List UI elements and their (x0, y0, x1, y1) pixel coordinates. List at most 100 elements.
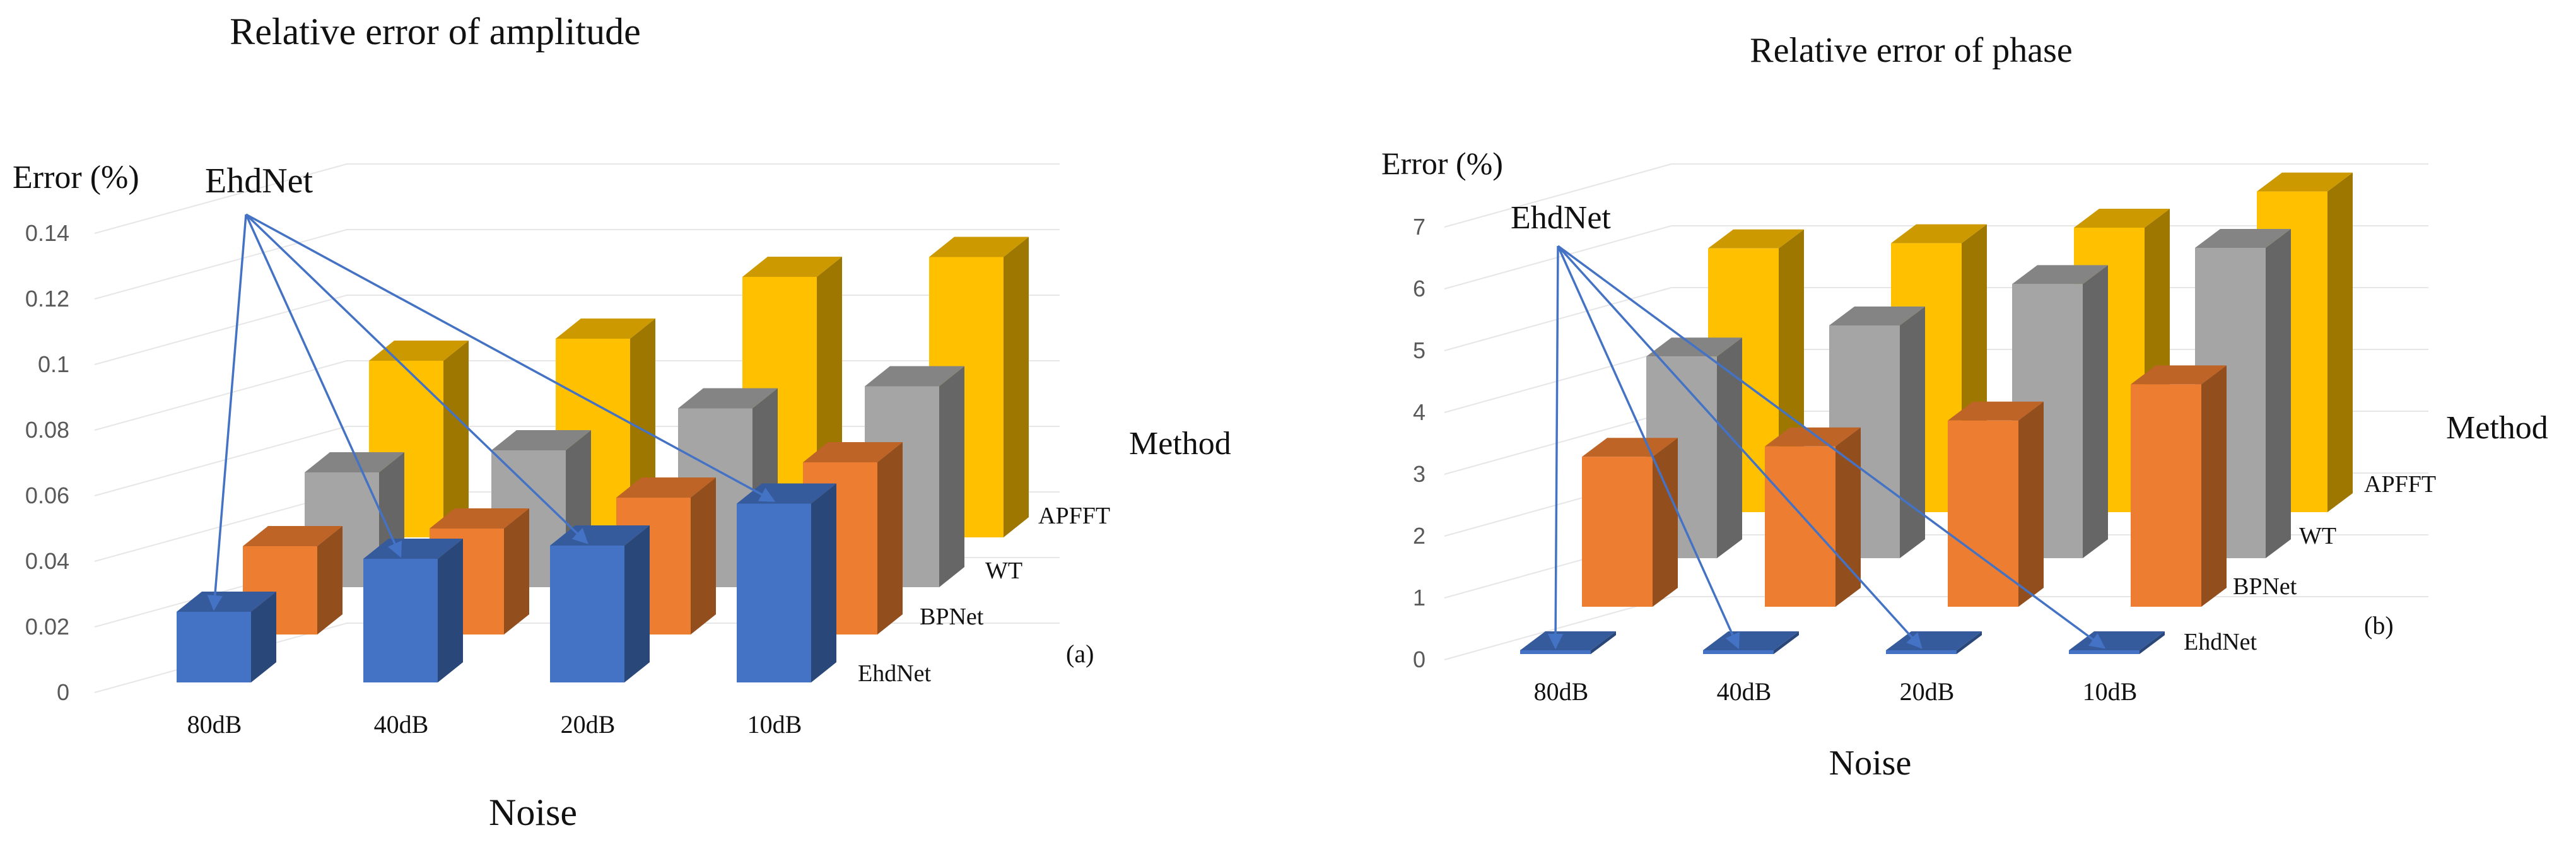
x-tick-label: 80dB (1534, 677, 1589, 706)
y-tick-label: 6 (1413, 276, 1426, 301)
bar-side (443, 341, 469, 537)
bar-top (243, 526, 342, 546)
annotation-label-b: EhdNet (1511, 200, 1611, 236)
bar-top (2195, 229, 2291, 248)
annotation-arrow (245, 213, 588, 544)
bar-top (177, 592, 276, 612)
bar (1765, 446, 1835, 607)
bar-top (1708, 229, 1804, 249)
annotation-arrow (245, 213, 776, 503)
bars-a (177, 237, 1029, 682)
category-labels-a: 80dB 40dB 20dB 10dB (187, 710, 802, 739)
bar-top (305, 452, 404, 472)
y-tick-labels-b: 0 1 2 3 4 5 6 7 (1413, 214, 1426, 672)
bar-top (2069, 631, 2165, 650)
bar (1948, 420, 2018, 607)
gridline (94, 295, 348, 365)
bar-top (678, 388, 778, 409)
bar-top (865, 366, 964, 387)
z-axis-label-a: Method (1129, 426, 1231, 462)
bar-side (1774, 631, 1799, 654)
bar-top (1703, 631, 1799, 650)
y-tick-label: 2 (1413, 523, 1426, 549)
y-tick-label: 1 (1413, 585, 1426, 611)
annotation-arrow (207, 214, 247, 611)
series-label: EhdNet (858, 660, 932, 687)
bar-side (2018, 401, 2044, 607)
bar-top (742, 257, 842, 277)
gridline (94, 426, 348, 496)
chart-panel-b: Relative error of phase Error (%) Method… (1381, 31, 2548, 783)
series-label: BPNet (2233, 573, 2297, 600)
bar-top (2131, 365, 2227, 385)
bar-top (1891, 224, 1987, 243)
bar-top (929, 237, 1029, 257)
bar-side (251, 592, 276, 682)
bar-top (1520, 631, 1616, 650)
bar-side (2140, 631, 2165, 654)
bar-side (1957, 631, 1982, 654)
panel-label-b: (b) (2364, 611, 2394, 640)
bar-top (2012, 265, 2108, 284)
annotation-arrow (1557, 245, 1923, 649)
y-tick-label: 5 (1413, 337, 1426, 363)
bar-top (556, 319, 655, 339)
x-tick-label: 80dB (187, 710, 242, 739)
bar-top (2074, 209, 2170, 228)
annotation-arrow (1557, 245, 2105, 649)
bar-side (1717, 337, 1742, 558)
bar-top (430, 508, 529, 529)
bar (1520, 650, 1591, 654)
bar (1886, 650, 1957, 654)
bar (1582, 457, 1653, 607)
series-label: APFFT (1038, 503, 1110, 529)
annotation-arrows-a (207, 213, 776, 611)
y-axis-label-a: Error (%) (13, 160, 139, 196)
bar (737, 503, 811, 682)
series-label: BPNet (920, 604, 984, 630)
y-tick-label: 0.02 (25, 614, 69, 640)
bar-side (317, 526, 342, 634)
y-tick-label: 0.14 (25, 220, 69, 246)
bar-top (1948, 401, 2044, 421)
bar-side (1004, 237, 1029, 537)
y-tick-label: 7 (1413, 214, 1426, 240)
bar-top (491, 430, 591, 450)
bar-side (811, 483, 836, 682)
x-tick-label: 10dB (747, 710, 802, 739)
x-axis-label-a: Noise (489, 792, 577, 833)
bar (1703, 650, 1774, 654)
y-axis-label-b: Error (%) (1381, 146, 1503, 181)
bar-side (1591, 631, 1616, 654)
bar-side (939, 366, 964, 587)
bar-side (1653, 438, 1678, 607)
bar (2131, 384, 2201, 607)
chart-panel-a: Relative error of amplitude Error (%) Me… (13, 11, 1231, 833)
bar (177, 612, 251, 682)
x-tick-label: 20dB (1900, 677, 1955, 706)
y-tick-label: 3 (1413, 461, 1426, 487)
bar-side (2083, 265, 2108, 558)
x-axis-label-b: Noise (1829, 744, 1912, 783)
z-axis-label-b: Method (2446, 410, 2548, 446)
bar-top (1829, 307, 1925, 325)
x-tick-label: 40dB (1717, 677, 1772, 706)
y-tick-label: 0.08 (25, 417, 69, 443)
y-tick-label: 4 (1413, 399, 1426, 425)
chart-title-a: Relative error of amplitude (230, 11, 640, 52)
bar-side (691, 477, 716, 634)
y-tick-label: 0.12 (25, 286, 69, 312)
annotation-arrow (1557, 245, 1740, 650)
category-labels-b: 80dB 40dB 20dB 10dB (1534, 677, 2138, 706)
annotation-arrow (245, 214, 402, 558)
bar-side (438, 539, 463, 682)
bar-side (624, 525, 650, 682)
series-label: WT (2299, 523, 2336, 549)
annotation-label-a: EhdNet (205, 161, 313, 201)
bar-side (2266, 229, 2291, 558)
x-tick-label: 20dB (561, 710, 616, 739)
bar (363, 559, 438, 682)
